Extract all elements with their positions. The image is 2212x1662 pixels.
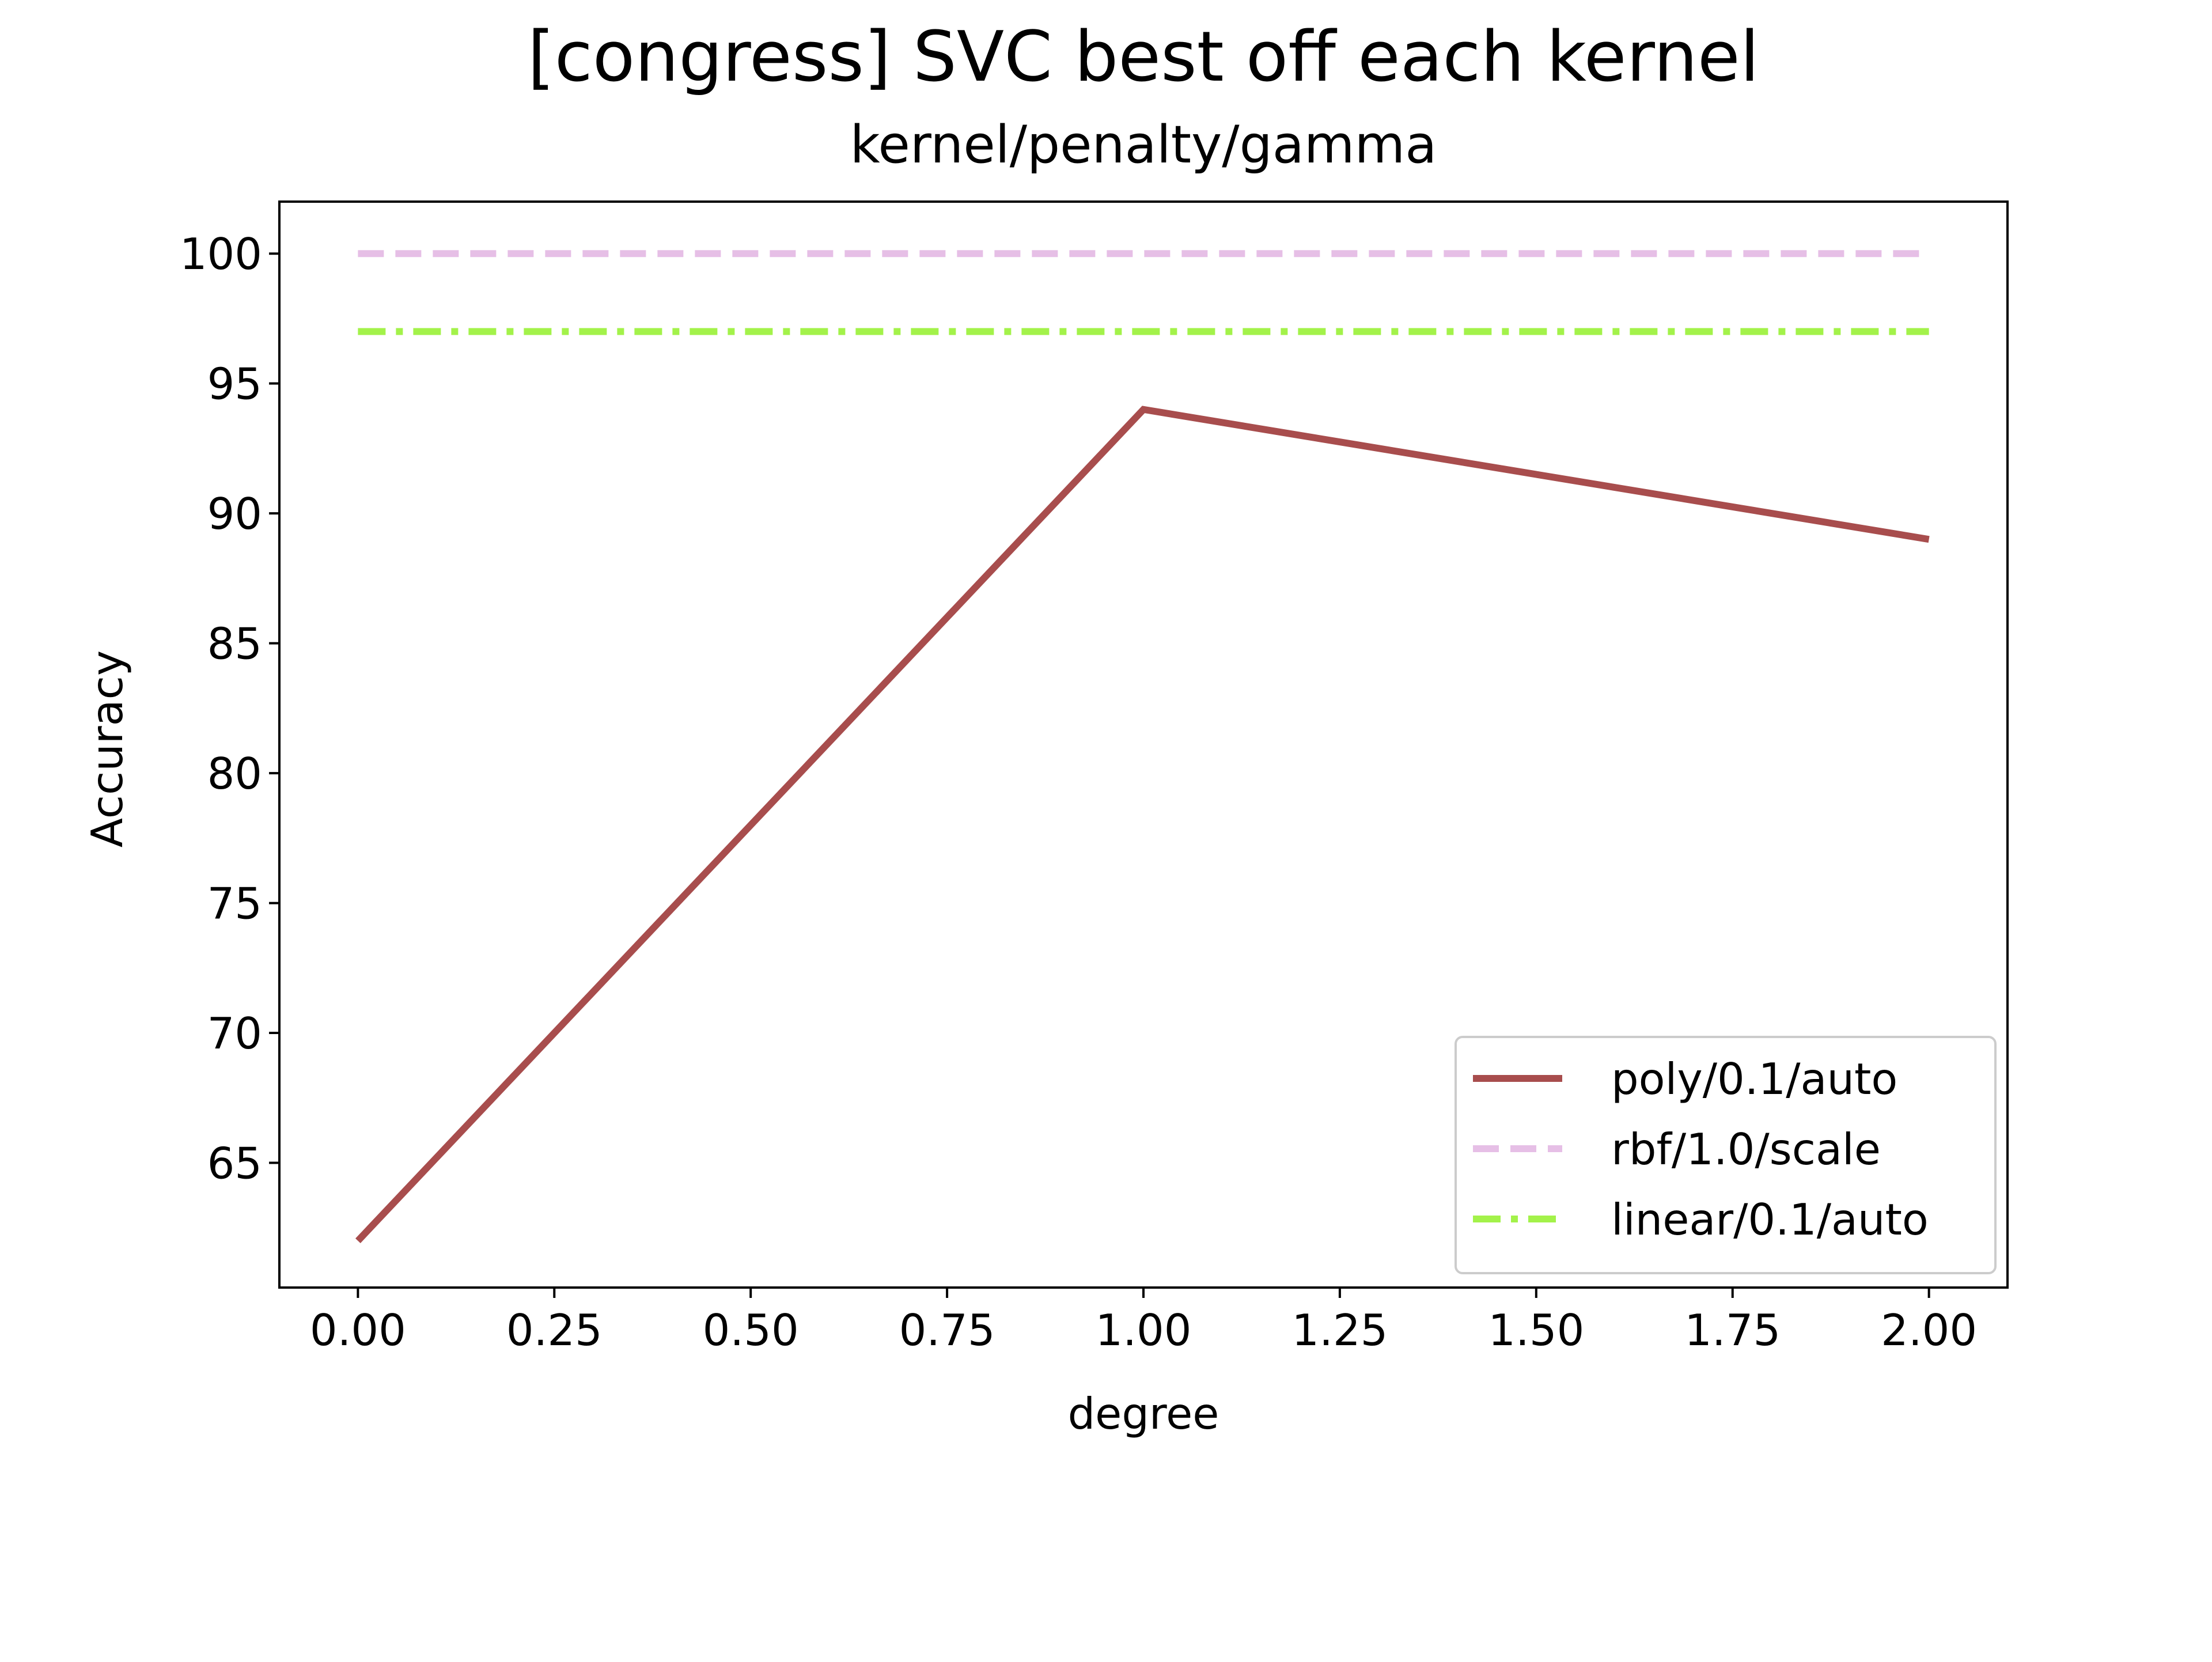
y-tick-label: 90	[207, 489, 262, 539]
x-tick-label: 2.00	[1881, 1305, 1977, 1356]
y-tick-label: 65	[207, 1138, 262, 1189]
y-tick-label: 80	[207, 748, 262, 799]
x-tick-label: 0.00	[310, 1305, 406, 1356]
x-tick-label: 0.25	[506, 1305, 603, 1356]
chart-title: [congress] SVC best off each kernel	[528, 17, 1759, 97]
legend-label-0: poly/0.1/auto	[1611, 1054, 1897, 1104]
x-tick-label: 1.25	[1291, 1305, 1388, 1356]
x-tick-label: 1.00	[1096, 1305, 1192, 1356]
x-axis-label: degree	[1068, 1388, 1219, 1439]
y-tick-label: 75	[207, 879, 262, 929]
x-tick-label: 1.50	[1488, 1305, 1584, 1356]
y-tick-label: 70	[207, 1008, 262, 1059]
axis-ticks: 0.00 0.25 0.50 0.75 1.00 1.25 1.50 1.75 2.00 65 70…	[180, 229, 1977, 1356]
legend-box	[1455, 1036, 1997, 1274]
x-tick-label: 0.50	[703, 1305, 799, 1356]
y-tick-label: 100	[180, 229, 262, 279]
x-tick-label: 1.75	[1684, 1305, 1781, 1356]
y-tick-label: 95	[207, 359, 262, 410]
chart-subtitle: kernel/penalty/gamma	[850, 115, 1437, 175]
y-tick-label: 85	[207, 619, 262, 669]
series-line-0	[355, 406, 1930, 1243]
x-tick-label: 0.75	[899, 1305, 995, 1356]
legend-label-1: rbf/1.0/scale	[1611, 1124, 1881, 1175]
y-axis-label: Accuracy	[82, 650, 132, 847]
legend-label-2: linear/0.1/auto	[1611, 1194, 1929, 1245]
legend: poly/0.1/auto rbf/1.0/scale linear/0.1/aut…	[1455, 1036, 1997, 1274]
